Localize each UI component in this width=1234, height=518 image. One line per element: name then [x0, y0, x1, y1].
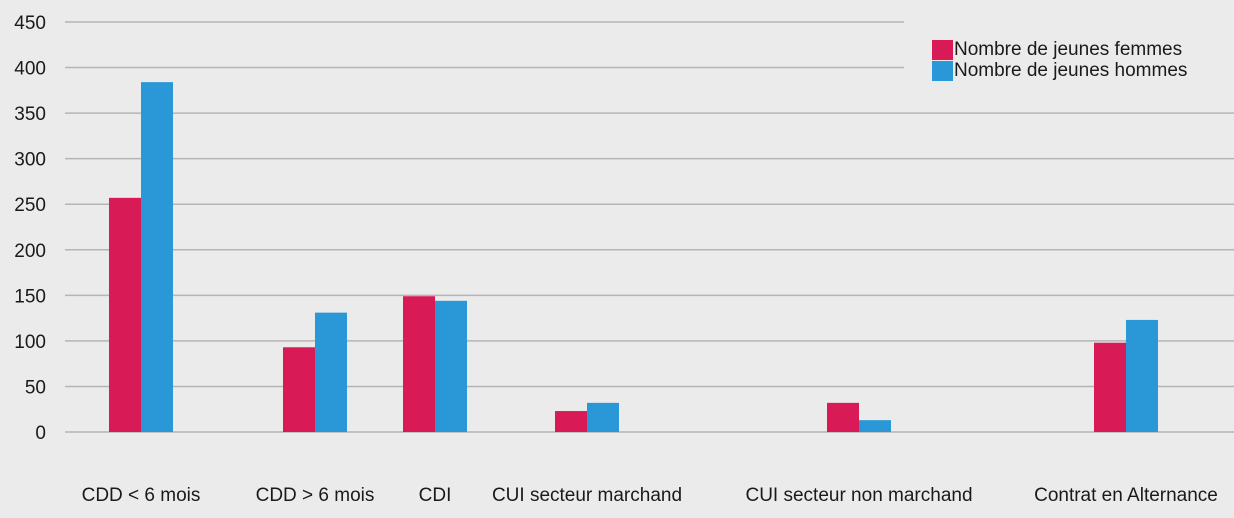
bar-men-0 — [141, 82, 173, 432]
bar-men-4 — [859, 420, 891, 432]
bar-women-4 — [827, 402, 859, 432]
legend-label-women: Nombre de jeunes femmes — [954, 39, 1183, 60]
legend-swatch-men — [932, 61, 953, 81]
y-tick-label: 100 — [14, 332, 46, 353]
y-tick-label: 350 — [14, 104, 46, 125]
bar-women-1 — [283, 347, 315, 432]
y-tick-label: 200 — [14, 241, 46, 262]
legend-item-men: Nombre de jeunes hommes — [932, 60, 1188, 81]
y-tick-label: 250 — [14, 195, 46, 216]
y-tick-label: 150 — [14, 286, 46, 307]
legend-label-men: Nombre de jeunes hommes — [954, 60, 1188, 81]
y-tick-label: 50 — [25, 377, 46, 398]
bar-women-3 — [555, 411, 587, 432]
bar-women-5 — [1094, 342, 1126, 432]
chart-legend: Nombre de jeunes femmes Nombre de jeunes… — [904, 14, 1234, 104]
x-category-label: CDD < 6 mois — [82, 485, 201, 506]
legend-swatch-women — [932, 40, 953, 60]
bar-men-3 — [587, 402, 619, 432]
y-tick-label: 450 — [14, 13, 46, 34]
y-tick-label: 400 — [14, 59, 46, 80]
bar-women-0 — [109, 197, 141, 432]
x-category-label: CDI — [419, 485, 452, 506]
x-category-label: CDD > 6 mois — [256, 485, 375, 506]
bar-men-5 — [1126, 319, 1158, 432]
y-tick-label: 0 — [35, 423, 46, 444]
bar-women-2 — [403, 296, 435, 432]
x-category-label: CUI secteur marchand — [492, 485, 682, 506]
x-category-label: CUI secteur non marchand — [745, 485, 972, 506]
y-tick-label: 300 — [14, 150, 46, 171]
x-category-label: Contrat en Alternance — [1034, 485, 1218, 506]
legend-item-women: Nombre de jeunes femmes — [932, 39, 1183, 60]
bar-men-1 — [315, 312, 347, 432]
bar-men-2 — [435, 300, 467, 432]
